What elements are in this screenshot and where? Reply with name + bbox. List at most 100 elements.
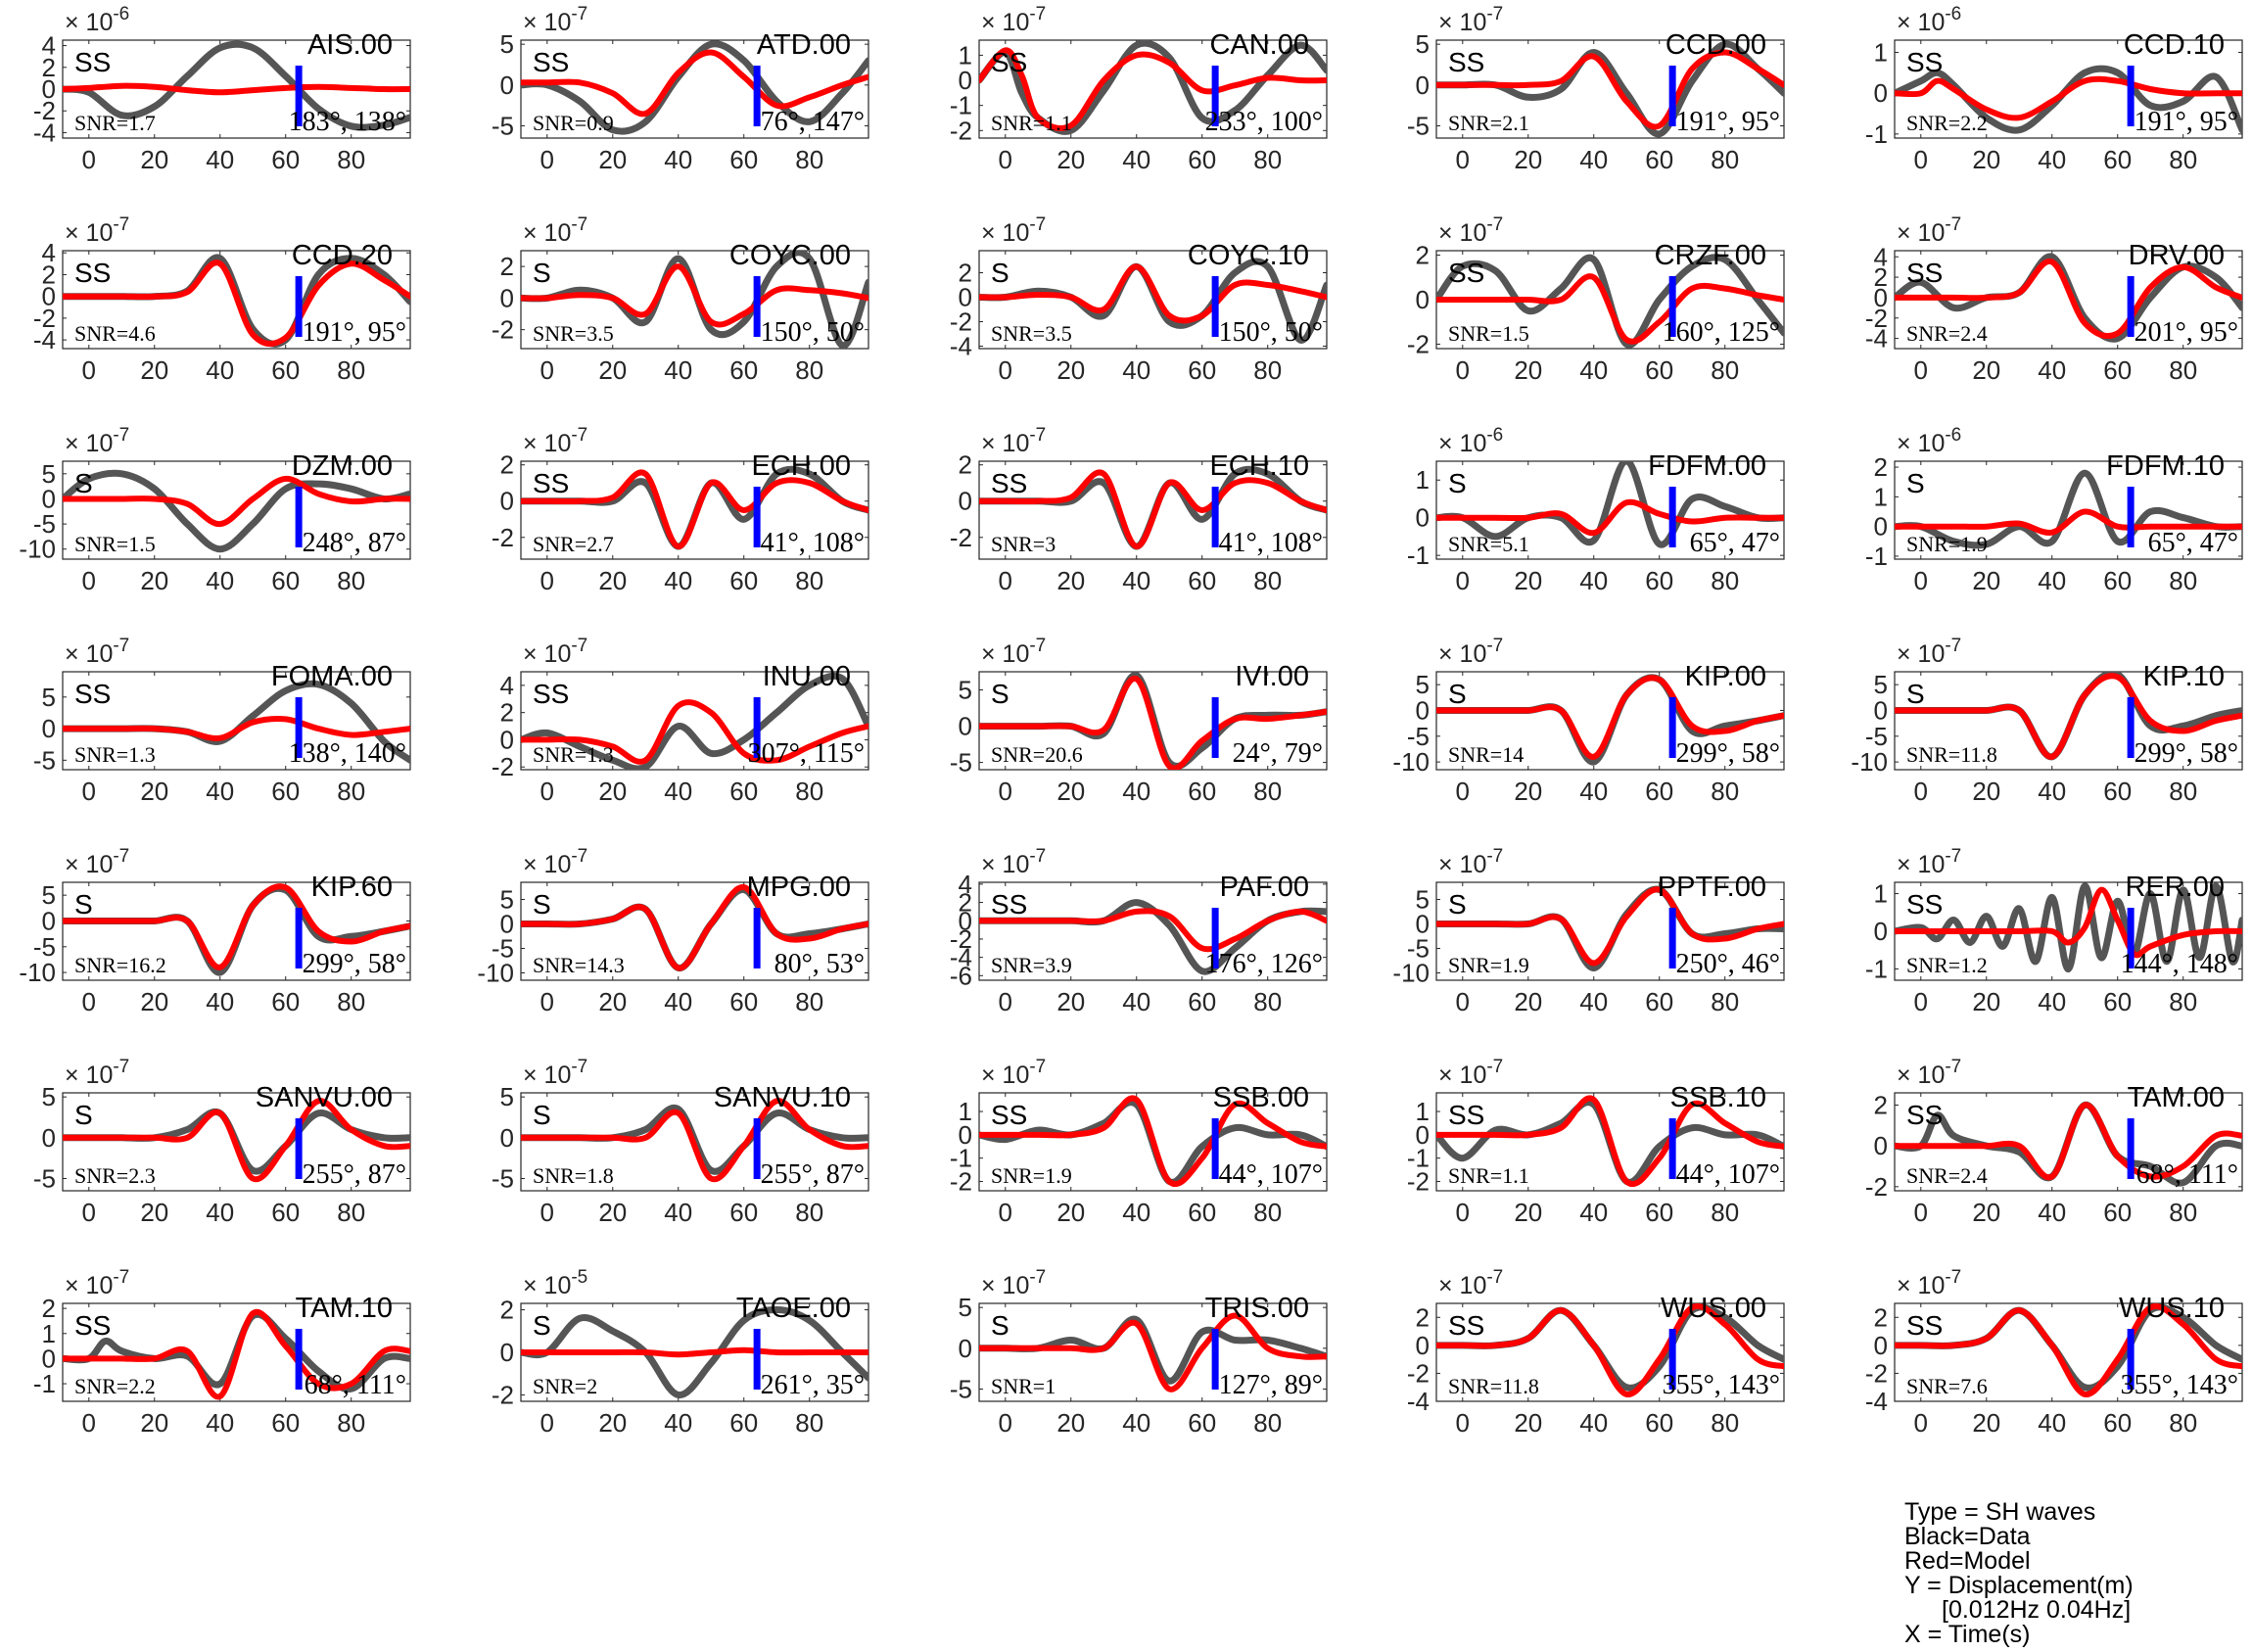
x-tick-label: 20 bbox=[598, 987, 627, 1016]
x-tick-label: 60 bbox=[729, 145, 758, 174]
x-tick-label: 0 bbox=[999, 987, 1012, 1016]
x-tick-label: 40 bbox=[664, 1198, 692, 1227]
y-tick-label: 5 bbox=[1416, 885, 1430, 915]
station-label: WUS.10 bbox=[2119, 1293, 2225, 1324]
azimuth-label: 191°, 95° bbox=[303, 317, 406, 348]
station-label: SSB.00 bbox=[1213, 1082, 1309, 1113]
model-trace bbox=[1895, 886, 2242, 959]
phase-label: S bbox=[533, 1310, 551, 1341]
model-trace bbox=[979, 469, 1327, 549]
axes-frame bbox=[62, 671, 411, 771]
x-tick-label: 0 bbox=[1456, 566, 1470, 595]
data-trace bbox=[1895, 882, 2242, 973]
snr-label: SNR=1.8 bbox=[533, 1163, 614, 1188]
snr-label: SNR=1.5 bbox=[74, 532, 156, 556]
data-trace bbox=[63, 469, 410, 553]
x-tick-label: 20 bbox=[1056, 987, 1085, 1016]
azimuth-label: 299°, 58° bbox=[2135, 738, 2238, 769]
y-tick-label: -5 bbox=[950, 1375, 972, 1404]
snr-label: SNR=3 bbox=[991, 532, 1056, 556]
model-trace bbox=[1436, 273, 1784, 345]
azimuth-label: 68°, 111° bbox=[305, 1370, 406, 1400]
y-tick-label: 5 bbox=[500, 1082, 514, 1111]
x-tick-label: 0 bbox=[540, 1408, 554, 1438]
x-tick-label: 20 bbox=[140, 987, 168, 1016]
x-tick-label: 20 bbox=[1514, 987, 1542, 1016]
x-tick-label: 80 bbox=[2169, 987, 2197, 1016]
x-tick-label: 40 bbox=[206, 566, 234, 595]
azimuth-label: 191°, 95° bbox=[1676, 107, 1780, 137]
y-tick-label: -2 bbox=[1407, 1358, 1430, 1388]
azimuth-label: 250°, 46° bbox=[1676, 949, 1780, 979]
station-label: KIP.00 bbox=[1685, 661, 1766, 692]
station-label: COYC.10 bbox=[1188, 240, 1309, 271]
station-label: ECH.00 bbox=[751, 450, 851, 482]
y-tick-label: 4 bbox=[500, 671, 514, 700]
x-tick-label: 20 bbox=[598, 1408, 627, 1438]
x-tick-label: 80 bbox=[1711, 566, 1739, 595]
y-tick-label: -2 bbox=[1865, 1172, 1888, 1202]
y-tick-label: -6 bbox=[950, 961, 972, 990]
x-tick-label: 40 bbox=[1579, 1198, 1608, 1227]
x-tick-label: 40 bbox=[206, 1408, 234, 1438]
panel-tris-00: 0 20 40 60 80 -5 0 5 × 10-7 S TRIS.00 SNR=1 127°, 89… bbox=[950, 1267, 1328, 1438]
azimuth-label: 160°, 125° bbox=[1663, 317, 1780, 348]
station-label: DZM.00 bbox=[292, 450, 393, 482]
x-tick-label: 0 bbox=[1914, 1198, 1928, 1227]
azimuth-label: 176°, 126° bbox=[1205, 949, 1323, 979]
x-tick-label: 80 bbox=[1711, 1408, 1739, 1438]
x-tick-label: 0 bbox=[540, 145, 554, 174]
snr-label: SNR=2.1 bbox=[1448, 111, 1529, 135]
azimuth-label: 255°, 87° bbox=[303, 1159, 406, 1190]
x-tick-label: 40 bbox=[206, 145, 234, 174]
y-tick-label: -1 bbox=[1407, 1144, 1430, 1173]
y-tick-label: -2 bbox=[950, 1166, 972, 1196]
station-label: DRV.00 bbox=[2129, 240, 2225, 271]
y-tick-label: -10 bbox=[477, 959, 514, 988]
y-tick-label: 0 bbox=[42, 1344, 56, 1373]
station-label: AIS.00 bbox=[307, 29, 393, 61]
y-tick-label: 2 bbox=[500, 450, 514, 480]
x-tick-label: 20 bbox=[1056, 145, 1085, 174]
model-trace bbox=[521, 699, 868, 765]
y-exponent-label: × 10-7 bbox=[981, 846, 1046, 878]
x-tick-label: 80 bbox=[1253, 355, 1282, 385]
y-tick-label: -5 bbox=[1865, 722, 1888, 751]
azimuth-label: 355°, 143° bbox=[2121, 1370, 2238, 1400]
phase-label: S bbox=[533, 258, 551, 288]
phase-label: S bbox=[1448, 679, 1467, 709]
x-tick-label: 60 bbox=[729, 987, 758, 1016]
snr-label: SNR=0.9 bbox=[533, 111, 614, 135]
x-tick-label: 40 bbox=[2038, 145, 2066, 174]
azimuth-label: 80°, 53° bbox=[774, 949, 865, 979]
x-tick-label: 80 bbox=[1711, 1198, 1739, 1227]
phase-label: SS bbox=[533, 679, 569, 709]
phase-label: S bbox=[1448, 889, 1467, 920]
azimuth-label: 299°, 58° bbox=[1676, 738, 1780, 769]
model-trace bbox=[1436, 49, 1784, 130]
y-exponent-label: × 10-7 bbox=[523, 214, 587, 247]
y-tick-label: 0 bbox=[1416, 503, 1430, 533]
y-tick-label: 2 bbox=[500, 252, 514, 281]
x-tick-label: 0 bbox=[540, 355, 554, 385]
axes-frame bbox=[1435, 671, 1785, 771]
x-tick-label: 40 bbox=[1122, 145, 1150, 174]
y-tick-label: 5 bbox=[42, 880, 56, 910]
snr-label: SNR=2 bbox=[533, 1374, 597, 1398]
model-trace bbox=[1895, 259, 2242, 340]
x-tick-label: 0 bbox=[999, 777, 1012, 806]
x-tick-label: 40 bbox=[1122, 777, 1150, 806]
x-tick-label: 40 bbox=[1122, 1198, 1150, 1227]
x-tick-label: 20 bbox=[140, 566, 168, 595]
y-tick-label: 0 bbox=[42, 714, 56, 743]
y-tick-label: -2 bbox=[492, 523, 514, 552]
y-tick-label: -1 bbox=[1407, 541, 1430, 570]
y-tick-label: 0 bbox=[500, 487, 514, 516]
station-label: SANVU.10 bbox=[714, 1082, 851, 1113]
model-trace bbox=[1436, 886, 1784, 967]
data-trace bbox=[521, 1306, 868, 1398]
snr-label: SNR=3.5 bbox=[533, 321, 614, 346]
